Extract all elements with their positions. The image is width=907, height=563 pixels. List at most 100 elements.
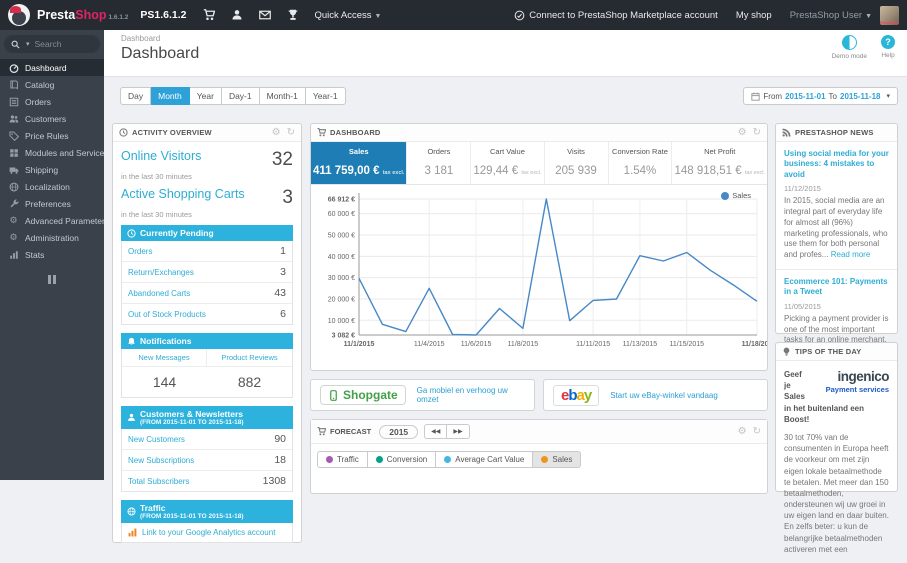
- kpi-conversion-rate[interactable]: Conversion Rate 1.54%: [609, 142, 673, 184]
- clock-icon: [127, 228, 136, 238]
- pending-row-abandoned-carts: Abandoned Carts 43: [122, 283, 292, 304]
- ebay-ad-link[interactable]: Start uw eBay-winkel vandaag: [610, 390, 718, 400]
- google-analytics-link[interactable]: Link to your Google Analytics account: [142, 528, 276, 537]
- search-scope-caret[interactable]: ▾: [26, 41, 30, 48]
- shop-version-label: PS1.6.1.2: [140, 9, 187, 21]
- sidebar-item-localization[interactable]: Localization: [0, 178, 104, 195]
- forecast-legend-average-cart-value[interactable]: Average Cart Value: [436, 451, 534, 468]
- product-reviews-value: 882: [237, 374, 262, 390]
- customer-icon[interactable]: [231, 6, 243, 24]
- my-shop-link[interactable]: My shop: [735, 9, 772, 21]
- sidebar-item-price-rules[interactable]: Price Rules: [0, 127, 104, 144]
- sidebar-item-shipping[interactable]: Shipping: [0, 161, 104, 178]
- tip-body: 30 tot 70% van de consumenten in Europa …: [784, 432, 889, 554]
- panel-settings-icon[interactable]: ⚙: [271, 126, 281, 138]
- rss-icon: [782, 128, 791, 137]
- panel-settings-icon[interactable]: ⚙: [737, 425, 747, 437]
- page-header: Dashboard Dashboard Demo mode ? Help: [104, 30, 907, 77]
- online-visitors-link[interactable]: Online Visitors: [121, 149, 202, 163]
- google-analytics-row: Link to your Google Analytics account: [121, 523, 293, 543]
- sidebar-item-administration[interactable]: ⚙ Administration: [9, 232, 79, 243]
- tab-day-1[interactable]: Day-1: [221, 87, 260, 105]
- tab-year-1[interactable]: Year-1: [305, 87, 346, 105]
- sidebar-item-catalog[interactable]: Catalog: [0, 76, 104, 93]
- clock-icon: [119, 128, 128, 137]
- svg-text:11/6/2015: 11/6/2015: [461, 341, 492, 348]
- kpi-cart-value[interactable]: Cart Value 129,44 € tax excl.: [471, 142, 545, 184]
- forecast-next-button[interactable]: ▶▶: [446, 424, 470, 439]
- forecast-legend-conversion[interactable]: Conversion: [367, 451, 437, 468]
- panel-refresh-icon[interactable]: ↻: [286, 126, 295, 138]
- product-reviews-link[interactable]: Product Reviews: [207, 349, 292, 367]
- user-menu[interactable]: PrestaShop User ▼: [789, 9, 872, 21]
- traffic-header: Traffic (FROM 2015-11-01 TO 2015-11-18): [121, 500, 293, 523]
- kpi-row: Sales 411 759,00 € tax excl. Orders 3 18…: [311, 142, 767, 185]
- customers-newsletters-header: Customers & Newsletters (FROM 2015-11-01 …: [121, 406, 293, 429]
- brand-version: 1.6.1.2: [108, 14, 129, 21]
- marketplace-icon: [514, 10, 525, 20]
- gear-icon: ⚙: [9, 232, 18, 242]
- sidebar-search[interactable]: ▾: [4, 35, 100, 53]
- prestashop-logo[interactable]: [8, 4, 30, 26]
- sidebar-item-modules[interactable]: Modules and Services: [0, 144, 104, 161]
- panel-title: DASHBOARD: [330, 128, 381, 137]
- demo-mode-label: Demo mode: [831, 53, 867, 60]
- online-visitors-value: 32: [271, 149, 293, 170]
- news-item-excerpt: In 2015, social media are an integral pa…: [784, 196, 888, 260]
- tab-day[interactable]: Day: [120, 87, 152, 105]
- quick-access-menu[interactable]: Quick Access ▼: [314, 9, 382, 21]
- panel-refresh-icon[interactable]: ↻: [752, 126, 761, 138]
- kpi-sales[interactable]: Sales 411 759,00 € tax excl.: [311, 142, 408, 184]
- read-more-link[interactable]: Read more: [830, 250, 871, 260]
- panel-settings-icon[interactable]: ⚙: [737, 126, 747, 138]
- tab-month-1[interactable]: Month-1: [259, 87, 306, 105]
- new-messages-link[interactable]: New Messages: [122, 349, 207, 367]
- active-carts-link[interactable]: Active Shopping Carts: [121, 187, 245, 201]
- marketplace-link[interactable]: Connect to PrestaShop Marketplace accoun…: [514, 10, 718, 21]
- news-item-title[interactable]: Ecommerce 101: Payments in a Tweet: [784, 276, 888, 297]
- pending-row-out-of-stock: Out of Stock Products 6: [128, 308, 286, 320]
- truck-icon: [8, 165, 19, 175]
- panel-title: TIPS OF THE DAY: [795, 347, 862, 356]
- sales-chart: 66 912 € 60 000 € 50 000 € 40 000 € 30 000 €…: [311, 185, 767, 371]
- shopgate-ad-link[interactable]: Ga mobiel en verhoog uw omzet: [416, 386, 508, 404]
- news-item-date: 11/12/2015: [784, 184, 821, 194]
- forecast-prev-button[interactable]: ◀◀: [424, 424, 447, 439]
- shopgate-ad: Shopgate Ga mobiel en verhoog uw omzet: [310, 379, 535, 411]
- news-item: Using social media for your business: 4 …: [776, 142, 897, 270]
- panel-refresh-icon[interactable]: ↻: [752, 425, 761, 437]
- forecast-legend-sales[interactable]: Sales: [533, 451, 582, 468]
- sidebar-collapse-handle[interactable]: [47, 275, 57, 284]
- bar-chart-icon: [8, 250, 19, 260]
- trophy-icon[interactable]: [287, 6, 299, 24]
- sidebar-item-customers[interactable]: Customers: [0, 110, 104, 127]
- cart-icon[interactable]: [203, 6, 215, 24]
- kpi-net-profit[interactable]: Net Profit 148 918,51 € tax excl.: [674, 147, 765, 177]
- user-avatar[interactable]: PrestaShop: [880, 5, 899, 25]
- forecast-legend-traffic[interactable]: Traffic: [317, 451, 368, 468]
- date-range-picker[interactable]: From 2015-11-01 To 2015-11-18 ▾: [743, 87, 898, 105]
- sidebar-item-stats[interactable]: Stats: [0, 246, 104, 263]
- sidebar-item-advanced-parameters[interactable]: ⚙ Advanced Parameters: [9, 215, 104, 226]
- news-item-title[interactable]: Using social media for your business: 4 …: [784, 149, 889, 179]
- sidebar-item-orders[interactable]: Orders: [0, 93, 104, 110]
- list-icon: [8, 97, 19, 107]
- tab-year[interactable]: Year: [189, 87, 222, 105]
- breadcrumb: Dashboard: [121, 34, 161, 43]
- ingenico-logo: ingenico Payment services: [825, 369, 890, 394]
- tachometer-icon: [8, 63, 19, 73]
- sidebar-item-preferences[interactable]: Preferences: [0, 195, 104, 212]
- demo-mode-toggle[interactable]: [841, 35, 857, 50]
- help-label: Help: [881, 52, 895, 59]
- svg-text:3 082 €: 3 082 €: [332, 333, 355, 340]
- search-input[interactable]: [32, 38, 91, 50]
- tab-month[interactable]: Month: [151, 87, 190, 105]
- kpi-visits[interactable]: Visits 205 939: [545, 142, 609, 184]
- svg-text:11/1/2015: 11/1/2015: [344, 341, 375, 348]
- kpi-orders[interactable]: Orders 3 181: [407, 142, 472, 184]
- customers-row-total-subscribers: Total Subscribers 1308: [128, 475, 286, 487]
- help-icon[interactable]: ?: [881, 35, 895, 49]
- sidebar-item-dashboard[interactable]: Dashboard: [0, 59, 104, 76]
- pending-row-orders: Orders 1: [122, 241, 292, 262]
- messages-icon[interactable]: [258, 6, 271, 24]
